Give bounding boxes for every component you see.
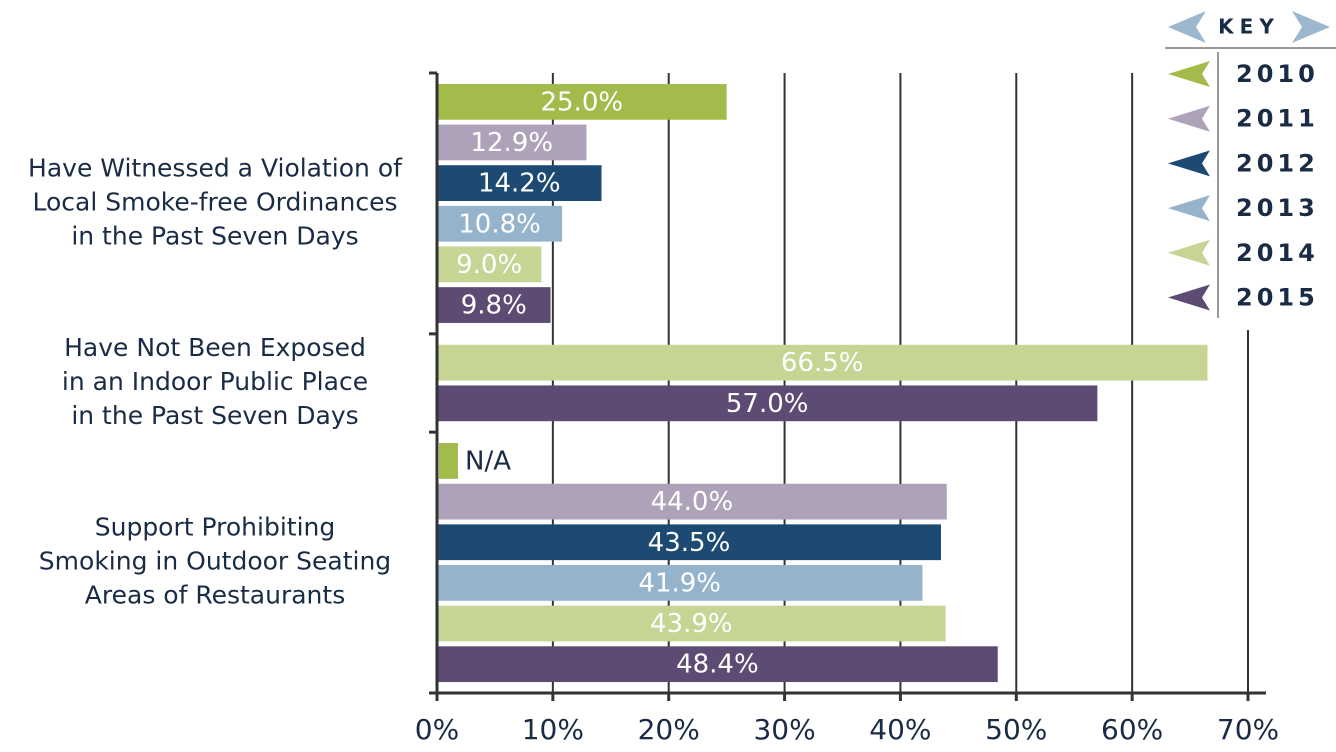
bar xyxy=(437,524,941,561)
bar-label: 25.0% xyxy=(541,87,624,117)
legend-label: 2014 xyxy=(1236,239,1319,267)
legend-swatch xyxy=(1168,239,1210,266)
category-label: Have Not Been Exposed xyxy=(64,333,366,362)
legend-title: KEY xyxy=(1218,15,1280,39)
x-tick-label: 0% xyxy=(415,713,459,746)
bar xyxy=(437,646,998,683)
legend-arrow xyxy=(1292,11,1330,43)
bar xyxy=(437,124,587,161)
bar xyxy=(437,344,1208,381)
legend-swatch xyxy=(1168,284,1210,311)
bar-label: 66.5% xyxy=(781,348,864,378)
legend-swatch xyxy=(1168,61,1210,87)
bar-label: 43.9% xyxy=(650,609,733,639)
na-marker xyxy=(439,443,458,479)
x-tick-label: 10% xyxy=(522,713,584,746)
bar xyxy=(437,205,563,242)
bar-label: 43.5% xyxy=(648,528,731,558)
category-label: Support Prohibiting xyxy=(95,513,336,542)
category-label: in the Past Seven Days xyxy=(71,221,358,250)
bar-label: 41.9% xyxy=(638,568,721,598)
legend-arrow xyxy=(1168,11,1206,43)
bar-label: 9.8% xyxy=(461,291,527,321)
x-tick-label: 70% xyxy=(1217,713,1279,746)
legend-swatch xyxy=(1168,195,1210,222)
bar xyxy=(437,605,946,642)
bar-label: N/A xyxy=(465,446,511,476)
category-label: Have Witnessed a Violation of xyxy=(28,153,403,182)
bar xyxy=(437,565,923,601)
x-tick-label: 50% xyxy=(985,713,1047,746)
legend-label: 2011 xyxy=(1236,105,1319,133)
bar-label: 48.4% xyxy=(676,650,759,680)
x-tick-label: 40% xyxy=(869,713,931,746)
legend-label: 2012 xyxy=(1236,149,1319,177)
bar xyxy=(437,287,551,323)
bar xyxy=(437,83,727,120)
bar-label: 57.0% xyxy=(726,389,809,419)
bar-label: 10.8% xyxy=(458,209,541,239)
legend-swatch xyxy=(1168,105,1210,132)
bar xyxy=(437,385,1098,422)
bar-label: 9.0% xyxy=(456,250,522,280)
bar-label: 14.2% xyxy=(478,169,561,199)
category-label: Local Smoke-free Ordinances xyxy=(33,187,398,216)
legend-label: 2015 xyxy=(1236,284,1319,312)
legend-swatch xyxy=(1168,150,1210,177)
category-label: in the Past Seven Days xyxy=(71,401,358,430)
x-tick-label: 60% xyxy=(1101,713,1163,746)
bar xyxy=(437,246,542,283)
legend-label: 2013 xyxy=(1236,194,1319,222)
x-tick-label: 30% xyxy=(753,713,815,746)
legend-label: 2010 xyxy=(1236,60,1319,88)
bar-label: 44.0% xyxy=(651,487,734,517)
x-tick-label: 20% xyxy=(638,713,700,746)
bar xyxy=(437,483,947,520)
bar xyxy=(437,165,602,201)
category-label: in an Indoor Public Place xyxy=(62,367,368,396)
bar-label: 12.9% xyxy=(470,128,553,158)
category-label: Smoking in Outdoor Seating xyxy=(39,547,391,576)
category-label: Areas of Restaurants xyxy=(85,581,345,610)
